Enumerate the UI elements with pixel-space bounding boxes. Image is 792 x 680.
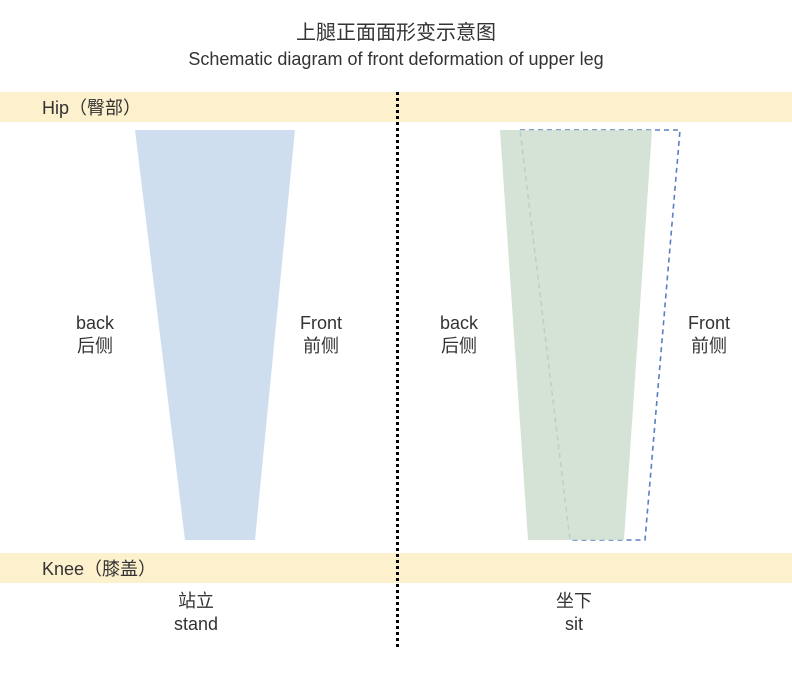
title-en: Schematic diagram of front deformation o… [0,49,792,70]
title-cn: 上腿正面面形变示意图 [0,16,792,45]
hip-label: Hip（臀部） [42,94,141,120]
stand-label: 站立 stand [174,590,218,637]
center-divider [396,92,399,647]
knee-label: Knee（膝盖） [42,555,156,581]
stand-shape [135,130,295,540]
title-block: 上腿正面面形变示意图 Schematic diagram of front de… [0,0,792,70]
sit-label: 坐下 sit [556,590,592,637]
left-back-label: back 后侧 [76,312,114,359]
right-front-label: Front 前侧 [688,312,730,359]
right-back-label: back 后侧 [440,312,478,359]
left-front-label: Front 前侧 [300,312,342,359]
sit-shape [500,130,652,540]
